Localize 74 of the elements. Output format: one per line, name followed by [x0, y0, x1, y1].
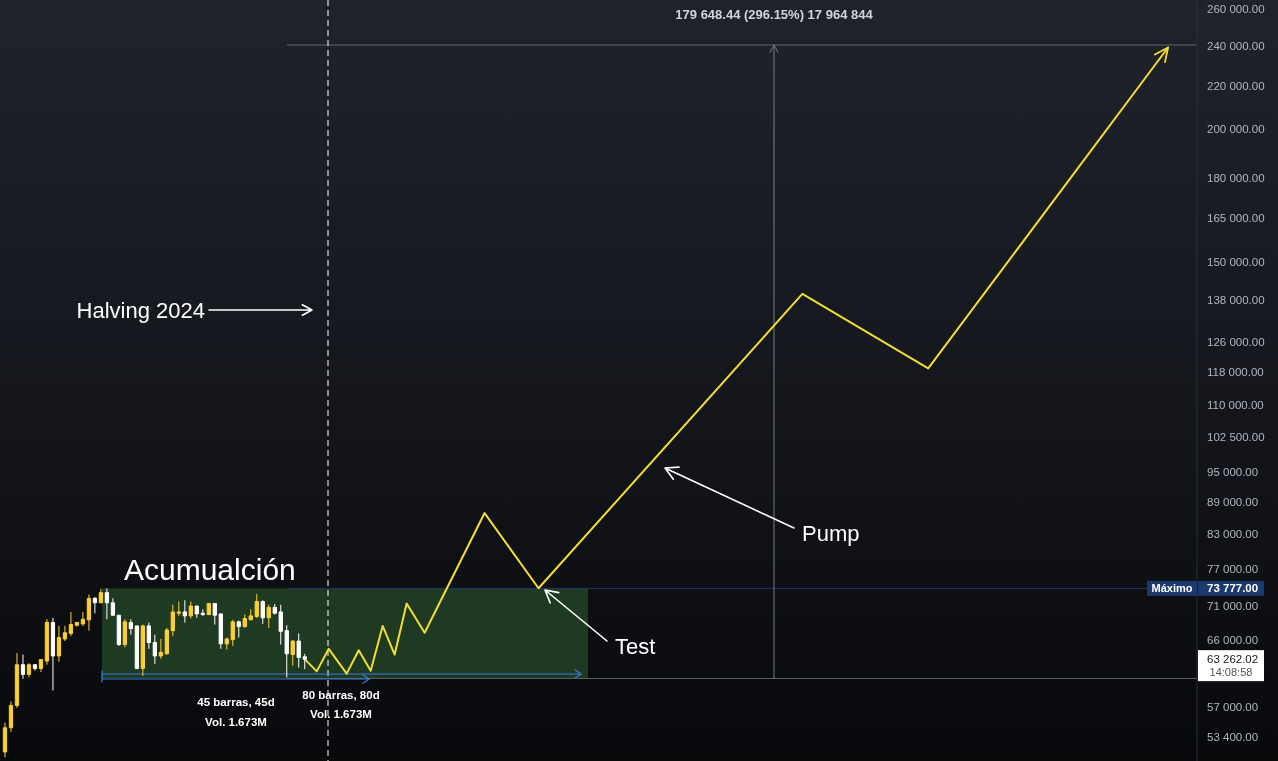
- candlestick: [92, 596, 98, 614]
- y-tick-label: 118 000.00: [1207, 366, 1264, 379]
- candlestick: [146, 622, 152, 650]
- y-tick-label: 220 000.00: [1207, 79, 1265, 92]
- y-tick-label: 110 000.00: [1207, 398, 1264, 411]
- text: 14:08:58: [1209, 666, 1253, 679]
- candlestick: [98, 588, 104, 604]
- annotation: Halving 2024: [76, 297, 205, 323]
- y-tick-label: 57 000.00: [1207, 701, 1259, 714]
- candlestick: [122, 618, 128, 648]
- y-tick-label: 53 400.00: [1207, 731, 1259, 744]
- candlestick: [200, 608, 205, 617]
- candlestick: [134, 625, 140, 670]
- y-tick-label: 89 000.00: [1207, 496, 1259, 509]
- candlestick: [218, 613, 223, 650]
- candlestick: [188, 601, 193, 620]
- candlestick: [32, 664, 38, 672]
- annotation: 80 barras, 80d: [302, 689, 380, 701]
- candlestick: [152, 634, 157, 665]
- y-tick-label: 63 262.02: [1207, 653, 1259, 666]
- candlestick: [128, 618, 134, 636]
- annotation: Vol. 1.673M: [310, 708, 372, 720]
- candlestick: [104, 587, 110, 620]
- candlestick: [86, 594, 92, 632]
- annotation: 179 648.44 (296.15%) 17 964 844: [675, 6, 874, 22]
- y-tick-label: 180 000.00: [1207, 171, 1265, 184]
- candlestick: [26, 662, 32, 678]
- annotation: Vol. 1.673M: [205, 716, 267, 728]
- candlestick: [140, 624, 146, 677]
- annotation: Test: [615, 633, 656, 659]
- y-tick-label: 200 000.00: [1207, 123, 1265, 136]
- y-tick-label: 77 000.00: [1207, 562, 1259, 575]
- candlestick: [116, 614, 122, 647]
- y-tick-label: 150 000.00: [1207, 255, 1265, 268]
- ref-line-label: Máximo: [1151, 582, 1193, 595]
- candlestick: [266, 604, 271, 629]
- candlestick: [236, 620, 241, 639]
- annotation: Pump: [802, 520, 860, 546]
- candlestick: [164, 627, 169, 656]
- y-tick-label: 95 000.00: [1207, 466, 1259, 479]
- candlestick: [260, 599, 265, 625]
- candlestick: [62, 625, 68, 642]
- y-tick-label: 66 000.00: [1207, 633, 1259, 646]
- candlestick: [50, 617, 56, 691]
- y-tick-label: 126 000.00: [1207, 336, 1265, 349]
- y-tick-label: 73 777.00: [1207, 582, 1259, 595]
- candlestick: [206, 602, 211, 616]
- y-tick-label: 138 000.00: [1207, 294, 1265, 307]
- candlestick: [14, 652, 20, 709]
- candlestick: [74, 621, 80, 628]
- candlestick: [212, 602, 217, 626]
- candlestick: [44, 618, 50, 666]
- band-label: Acumualción: [124, 553, 296, 587]
- y-tick-label: 165 000.00: [1207, 212, 1265, 225]
- candlestick: [2, 722, 8, 758]
- y-tick-label: 102 500.00: [1207, 431, 1265, 444]
- y-tick-label: 71 000.00: [1207, 600, 1259, 613]
- y-tick-label: 83 000.00: [1207, 528, 1259, 541]
- candlestick: [8, 700, 14, 733]
- candlestick: [176, 601, 181, 617]
- candlestick: [110, 597, 116, 617]
- y-tick-label: 260 000.00: [1207, 2, 1265, 15]
- candlestick: [194, 605, 199, 619]
- annotation: 45 barras, 45d: [197, 696, 275, 708]
- candlestick: [80, 611, 86, 627]
- candlestick: [20, 654, 26, 680]
- candlestick: [182, 599, 187, 624]
- candlestick: [170, 604, 175, 637]
- candlestick: [56, 625, 62, 663]
- candlestick: [38, 658, 44, 673]
- candlestick: [158, 638, 163, 660]
- candlestick: [68, 611, 74, 637]
- y-tick-label: 240 000.00: [1207, 39, 1265, 52]
- candlestick: [290, 639, 295, 666]
